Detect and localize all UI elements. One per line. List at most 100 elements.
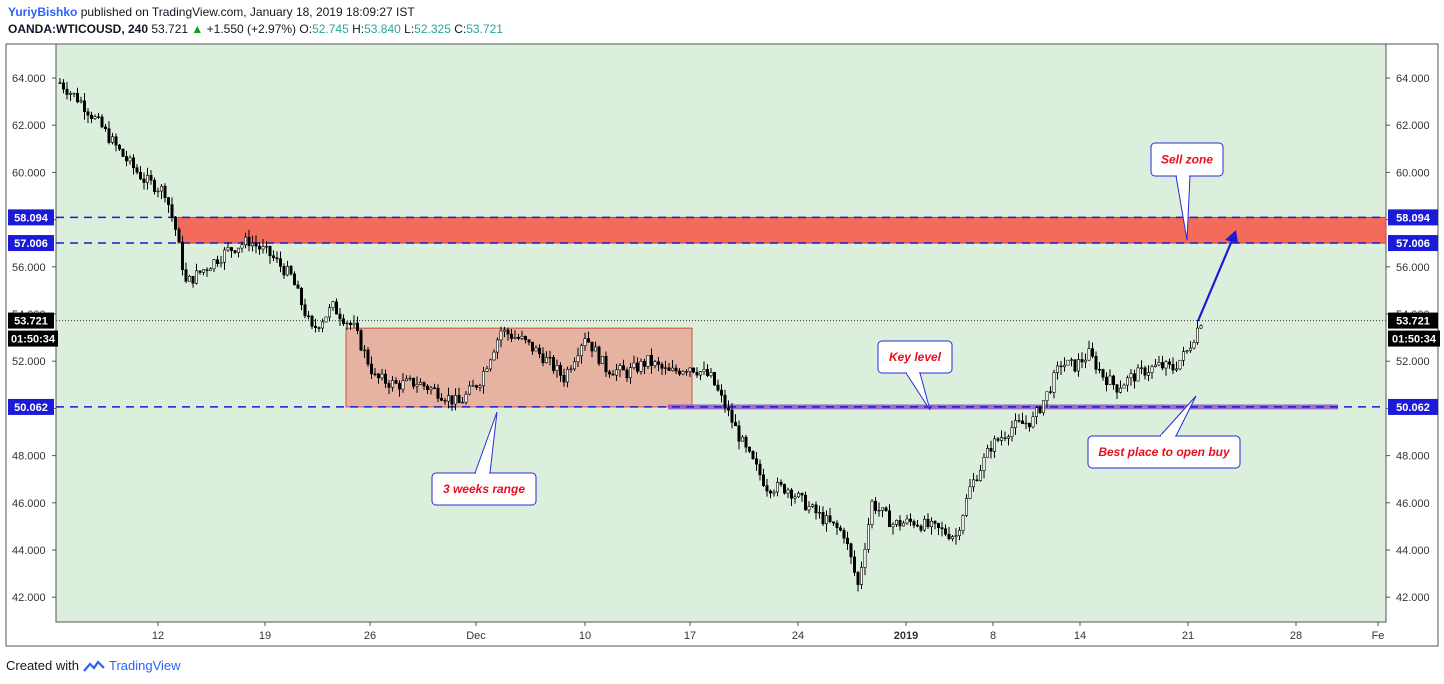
candle-body (362, 349, 366, 352)
candle-body (1175, 368, 1179, 371)
candle-body (719, 389, 723, 396)
x-tick-label: 21 (1182, 630, 1194, 642)
candle-body (782, 484, 786, 494)
candle-body (614, 369, 618, 376)
candle-body (1168, 361, 1172, 365)
countdown-right-label: 01:50:34 (1392, 334, 1437, 346)
candle-body (579, 345, 583, 357)
candle-body (436, 387, 440, 399)
close-value: 53.721 (466, 22, 503, 36)
candle-body (216, 259, 220, 264)
candle-body (691, 367, 695, 373)
author-name[interactable]: YuriyBishko (8, 5, 78, 19)
candle-body (1080, 359, 1084, 363)
candle-body (604, 356, 608, 373)
x-tick-label: Dec (466, 630, 486, 642)
candle-body (905, 518, 909, 524)
candle-body (1091, 348, 1095, 357)
y-tick-label-left: 62.000 (12, 120, 46, 132)
candle-body (632, 362, 636, 368)
candle-body (747, 446, 751, 452)
candle-body (188, 275, 192, 282)
created-with-text: Created with (6, 658, 79, 673)
up-arrow-icon: ▲ (191, 22, 204, 36)
candle-body (100, 116, 104, 128)
candle-body (156, 190, 160, 193)
candle-body (831, 521, 835, 524)
price-tag-right (1388, 398, 1438, 415)
candle-body (345, 322, 349, 325)
candle-body (282, 266, 286, 276)
candle-body (607, 371, 611, 375)
candle-body (1017, 420, 1021, 422)
candle-body (740, 436, 744, 442)
candle-body (845, 537, 849, 545)
candle-body (1112, 375, 1116, 385)
candle-body (1087, 348, 1091, 361)
candle-body (565, 369, 569, 383)
candle-body (450, 395, 454, 405)
candle-body (1066, 359, 1070, 366)
candle-body (877, 509, 881, 512)
candle-body (765, 485, 769, 492)
candle-body (926, 518, 930, 528)
plot-area[interactable] (56, 44, 1386, 622)
candle-body (716, 384, 720, 391)
y-tick-label-right: 60.000 (1396, 167, 1430, 179)
candle-body (971, 479, 975, 488)
candle-body (457, 394, 461, 404)
candle-body (975, 479, 979, 481)
candle-body (660, 364, 664, 369)
candle-body (898, 520, 902, 527)
y-tick-label-right: 48.000 (1396, 451, 1430, 463)
candle-body (111, 136, 115, 143)
candle-body (1070, 359, 1074, 361)
candle-body (887, 510, 891, 528)
candle-body (1010, 427, 1014, 437)
candle-body (1101, 369, 1105, 378)
candle-body (76, 92, 80, 103)
candle-body (996, 438, 1000, 441)
candle-body (583, 338, 587, 346)
candle-body (1126, 377, 1130, 386)
candle-body (800, 492, 804, 496)
countdown-tag-left (8, 330, 58, 347)
key-level-note-joint (907, 371, 919, 375)
candle-body (863, 549, 867, 568)
candle-body (289, 266, 293, 275)
candle-body (915, 524, 919, 527)
candle-body (1133, 373, 1137, 382)
candle-body (219, 261, 223, 264)
candle-body (733, 422, 737, 427)
y-tick-label-left: 46.000 (12, 498, 46, 510)
candle-body (558, 365, 562, 376)
candle-body (467, 385, 471, 395)
candle-body (485, 368, 489, 372)
price-tag-left (8, 235, 54, 252)
price-tag-right (1388, 312, 1438, 329)
candle-body (908, 518, 912, 522)
candle-body (128, 157, 132, 162)
candle-body (702, 369, 706, 372)
candle-body (502, 329, 506, 332)
price-tag-right-label: 53.721 (1396, 316, 1430, 328)
candle-body (919, 525, 923, 531)
tradingview-brand[interactable]: TradingView (108, 658, 181, 673)
candle-body (268, 245, 272, 257)
price-tag-left-label: 53.721 (14, 316, 48, 328)
price-tag-left (8, 209, 54, 226)
candle-body (989, 448, 993, 452)
candle-body (828, 515, 832, 523)
candle-body (352, 322, 356, 326)
candle-body (1178, 359, 1182, 370)
sell-zone-band[interactable] (177, 216, 1387, 244)
candle-body (387, 383, 391, 388)
countdown-tag-right (1388, 330, 1440, 347)
key-level-band[interactable] (668, 404, 1338, 410)
candle-body (821, 512, 825, 525)
candle-body (961, 515, 965, 531)
candle-body (618, 365, 622, 371)
candle-body (1147, 372, 1151, 376)
open-value: 52.745 (312, 22, 349, 36)
